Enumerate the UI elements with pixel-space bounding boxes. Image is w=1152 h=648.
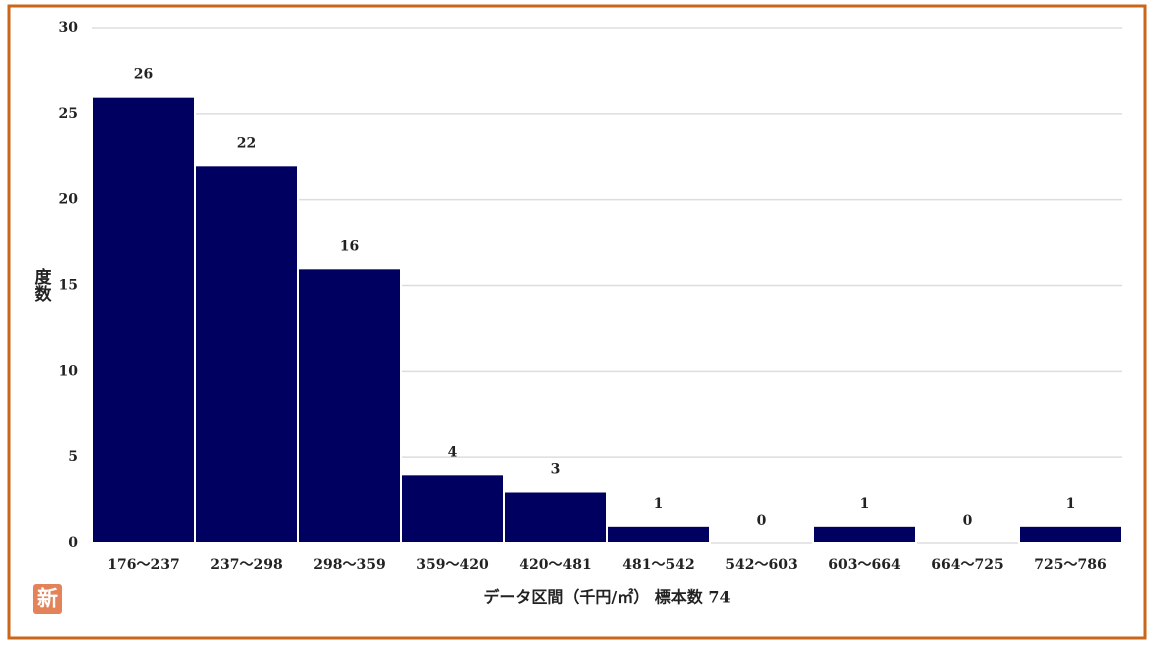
- x-tick-label: 359～420: [416, 557, 489, 573]
- bar: [194, 164, 299, 544]
- x-tick-label: 664～725: [931, 557, 1003, 573]
- data-label: 0: [757, 513, 767, 529]
- bar: [400, 473, 505, 545]
- bar: [606, 524, 711, 544]
- data-label: 26: [134, 67, 153, 83]
- x-tick-label: 481～542: [622, 557, 694, 573]
- y-tick-label: 15: [59, 278, 78, 294]
- bar: [812, 524, 917, 544]
- data-label: 22: [237, 135, 256, 151]
- bar: [1018, 524, 1123, 544]
- x-tick-label: 725～786: [1034, 557, 1106, 573]
- data-label: 16: [340, 238, 359, 254]
- bar: [91, 95, 196, 545]
- x-tick-label: 237～298: [210, 557, 282, 573]
- x-tick-label: 176～237: [107, 557, 179, 573]
- x-tick-label: 298～359: [313, 557, 385, 573]
- badge-bg: [33, 584, 62, 614]
- x-tick-label: 420～481: [519, 557, 591, 573]
- bar: [503, 490, 608, 544]
- y-tick-label: 0: [68, 535, 78, 551]
- data-label: 1: [654, 496, 664, 512]
- y-tick-label: 30: [59, 20, 79, 36]
- y-tick-label: 10: [59, 363, 79, 379]
- y-tick-label: 5: [68, 449, 78, 465]
- x-axis-label: データ区間（千円/㎡） 標本数 74: [483, 588, 730, 607]
- y-tick-label: 20: [59, 192, 79, 208]
- data-label: 3: [551, 462, 561, 478]
- x-tick-label: 603～664: [828, 557, 901, 573]
- data-label: 0: [963, 513, 973, 529]
- data-label: 1: [860, 496, 870, 512]
- y-tick-label: 25: [59, 106, 78, 122]
- badge: 新: [37, 586, 58, 611]
- data-label: 4: [448, 444, 458, 460]
- y-axis-label: 度数: [31, 267, 52, 303]
- x-tick-label: 542～603: [725, 557, 797, 573]
- bar: [297, 267, 402, 544]
- data-label: 1: [1066, 496, 1076, 512]
